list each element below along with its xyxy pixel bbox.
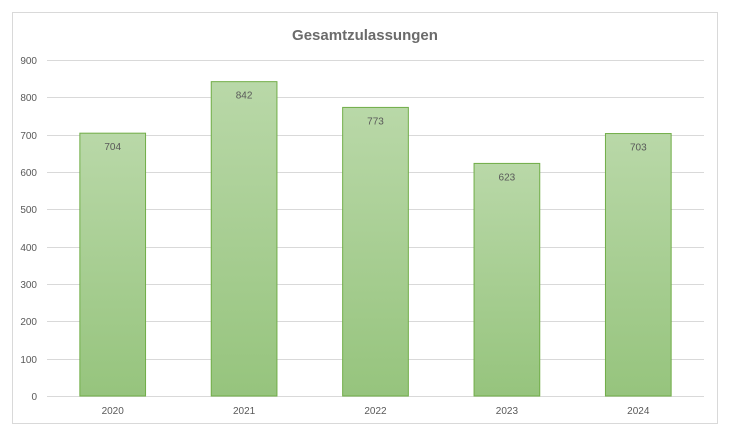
y-tick-label: 800	[20, 93, 37, 104]
bar-2022	[342, 106, 409, 397]
y-tick-label: 100	[20, 355, 37, 366]
y-tick-label: 900	[20, 56, 37, 67]
y-tick-label: 700	[20, 131, 37, 142]
bar-2023	[473, 162, 541, 397]
y-tick-label: 600	[20, 168, 37, 179]
y-tick-label: 0	[31, 392, 37, 403]
y-tick-label: 200	[20, 317, 37, 328]
y-tick-label: 400	[20, 243, 37, 254]
bars	[79, 81, 672, 397]
data-label: 773	[367, 116, 384, 127]
y-tick-label: 300	[20, 280, 37, 291]
data-labels: 704 842 773 623 703	[104, 91, 647, 184]
chart-title: Gesamtzulassungen	[292, 27, 438, 44]
bar-2024	[604, 133, 672, 397]
data-label: 623	[499, 172, 516, 183]
bar-2021	[210, 81, 278, 397]
gridlines	[47, 60, 704, 397]
data-label: 703	[630, 143, 647, 154]
data-label: 704	[104, 142, 121, 153]
x-tick-label: 2024	[627, 406, 650, 417]
bar-2020	[79, 132, 147, 397]
x-axis-ticks: 2020 2021 2022 2023 2024	[102, 406, 650, 417]
x-tick-label: 2022	[364, 406, 387, 417]
data-label: 842	[236, 91, 253, 102]
x-tick-label: 2023	[496, 406, 519, 417]
x-tick-label: 2021	[233, 406, 256, 417]
y-tick-label: 500	[20, 205, 37, 216]
x-tick-label: 2020	[102, 406, 125, 417]
y-axis-ticks: 0 100 200 300 400 500 600 700 800 900	[20, 56, 37, 403]
